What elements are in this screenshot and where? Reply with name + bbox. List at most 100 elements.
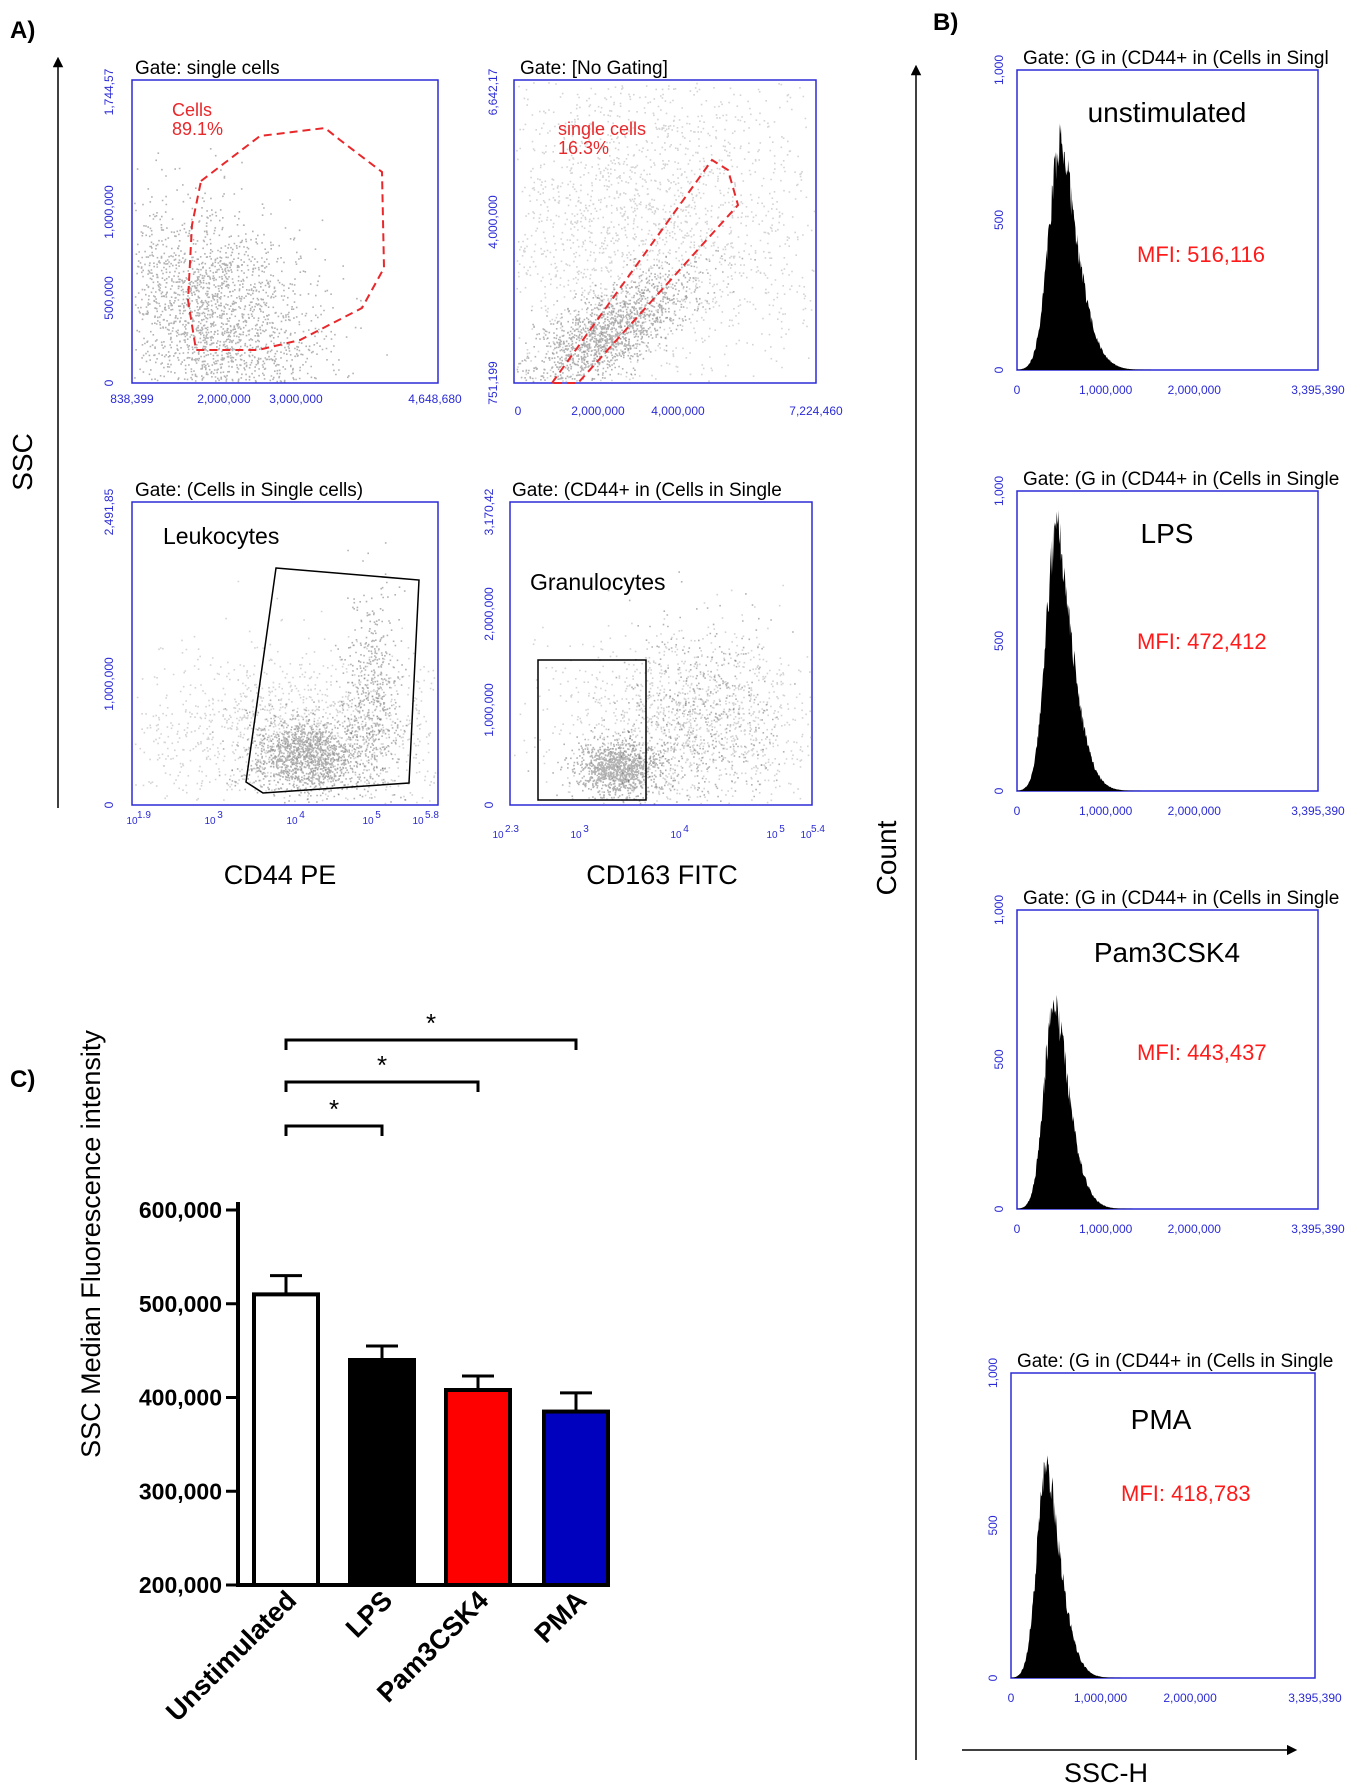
y-tick: 0 [986, 1674, 1000, 1681]
x-tick: 4 [299, 810, 305, 821]
histogram-pam3csk4: Gate: (G in (CD44+ in (Cells in Single 0 5… [992, 888, 1345, 1236]
y-tick: 500 [992, 1049, 1006, 1069]
panel-label-a: A) [10, 17, 35, 44]
x-tick: 2,000,000 [197, 392, 251, 406]
y-ticks: 200,000 300,000 400,000 500,000 600,000 [139, 1197, 238, 1598]
event-dots [516, 82, 816, 383]
gate-title: Gate: (G in (CD44+ in (Cells in Single [1023, 888, 1339, 909]
x-tick: 10 [670, 830, 682, 841]
significance-star: * [329, 1094, 339, 1124]
panel-a-ylabel: SSC [7, 433, 38, 491]
x-tick: 5 [375, 810, 381, 821]
gate-title: Gate: (G in (CD44+ in (Cells in Single [1017, 1351, 1333, 1372]
panel-b-xlabel: SSC-H [1064, 1758, 1148, 1785]
mfi-label: MFI: 472,412 [1137, 629, 1267, 654]
y-tick: 500 [986, 1515, 1000, 1535]
x-tick: 5.8 [425, 810, 439, 821]
bars [252, 1274, 610, 1587]
histogram-area [1017, 123, 1198, 370]
x-tick: 10 [362, 816, 374, 827]
significance-bracket [284, 1080, 480, 1092]
x-tick: 3,000,000 [269, 392, 323, 406]
x-tick: 10 [286, 816, 298, 827]
x-tick: 4,000,000 [651, 404, 705, 418]
y-tick: 500 [992, 210, 1006, 230]
histogram-area [1017, 510, 1198, 791]
y-tick: 1,000 [992, 55, 1006, 85]
x-tick: 7,224,460 [789, 404, 843, 418]
x-tick: 10 [204, 816, 216, 827]
x-tick: 10 [570, 830, 582, 841]
category-label: Unstimulated [160, 1585, 302, 1727]
x-tick: 2,000,000 [1163, 1691, 1217, 1705]
panel-c: SSC Median Fluorescence intensity 200,00… [76, 1008, 610, 1727]
y-tick: 1,000,000 [482, 683, 496, 737]
y-tick: 6,642,17 [486, 68, 500, 115]
y-tick-label: 600,000 [139, 1197, 222, 1223]
event-dots [134, 148, 388, 383]
gate-title: Gate: [No Gating] [520, 58, 668, 79]
bar-pam3csk4 [444, 1388, 512, 1587]
bar-chart-ylabel: SSC Median Fluorescence intensity [76, 1030, 106, 1458]
x-tick: 0 [1014, 1222, 1021, 1236]
condition-label: PMA [1131, 1404, 1192, 1435]
y-tick: 2,491,85 [102, 488, 116, 535]
granulocytes-gate [537, 659, 647, 801]
log-ticks: 10 2.3 10 3 10 4 10 5 10 5.4 [492, 824, 825, 841]
population-label: Leukocytes [163, 523, 279, 549]
y-tick: 751,199 [486, 361, 500, 405]
histogram-area [1011, 1455, 1194, 1678]
y-tick: 1,000,000 [102, 185, 116, 239]
x-tick: 0 [1014, 383, 1021, 397]
x-tick: 5 [779, 824, 785, 835]
y-tick: 1,000 [992, 476, 1006, 506]
dotplot-cells: Gate: single cells Cells 89.1% 0 500,000… [102, 58, 462, 406]
leukocytes-gate [245, 567, 420, 794]
gate-percent: 16.3% [558, 138, 609, 158]
x-tick: 10 [800, 830, 812, 841]
y-tick: 0 [482, 801, 496, 808]
x-tick: 1,000,000 [1079, 383, 1133, 397]
condition-label: unstimulated [1088, 97, 1247, 128]
y-tick: 500,000 [102, 276, 116, 320]
x-tick: 10 [412, 816, 424, 827]
dotplot-single-cells: Gate: [No Gating] single cells 16.3% 751… [486, 58, 843, 418]
x-tick: 10 [766, 830, 778, 841]
x-tick: 4 [683, 824, 689, 835]
gate-title: Gate: (Cells in Single cells) [135, 480, 363, 501]
gate-label: Cells [172, 100, 212, 120]
mfi-label: MFI: 443,437 [1137, 1040, 1267, 1065]
y-tick: 0 [102, 801, 116, 808]
significance-brackets: * * * [284, 1008, 578, 1136]
x-tick: 0 [515, 404, 522, 418]
x-tick: 10 [126, 816, 138, 827]
y-tick: 1,000 [986, 1358, 1000, 1388]
x-tick: 3 [583, 824, 589, 835]
y-tick: 3,170,42 [482, 488, 496, 535]
x-tick: 3,395,390 [1291, 1222, 1345, 1236]
histogram-unstimulated: Gate: (G in (CD44+ in (Cells in Singl 0 50… [992, 48, 1345, 397]
x-axis-label: CD44 PE [224, 860, 337, 890]
y-tick: 500 [992, 631, 1006, 651]
x-tick: 3,395,390 [1291, 383, 1345, 397]
plot-frame [509, 501, 813, 806]
panel-label-b: B) [933, 9, 958, 36]
significance-star: * [426, 1008, 436, 1038]
x-tick: 5.4 [811, 824, 825, 835]
x-tick: 2,000,000 [1168, 383, 1222, 397]
x-tick: 838,399 [110, 392, 154, 406]
gate-title: Gate: single cells [135, 58, 280, 79]
bar-lps [348, 1358, 416, 1587]
y-tick: 1,744,57 [102, 68, 116, 115]
y-tick: 2,000,000 [482, 587, 496, 641]
x-tick: 4,648,680 [408, 392, 462, 406]
y-tick: 0 [992, 1205, 1006, 1212]
significance-bracket [284, 1124, 384, 1136]
event-dots [334, 542, 408, 803]
gate-title: Gate: (G in (CD44+ in (Cells in Singl [1023, 48, 1329, 69]
mfi-label: MFI: 516,116 [1137, 242, 1265, 267]
x-axis-label: CD163 FITC [586, 860, 738, 890]
y-tick: 4,000,000 [486, 195, 500, 249]
